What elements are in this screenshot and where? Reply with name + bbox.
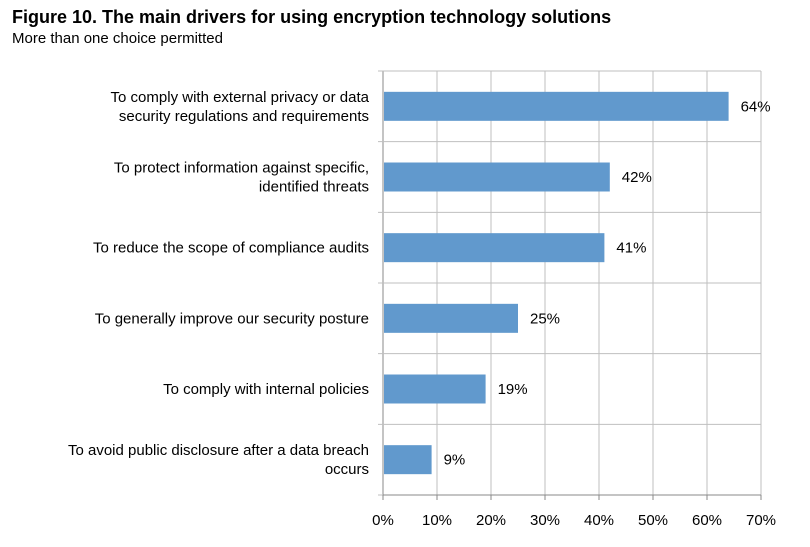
gridlines (378, 70, 762, 496)
x-tick-label: 70% (746, 512, 776, 529)
x-tick-label: 0% (372, 512, 394, 529)
value-labels: 64% 42% 41% 25% 19% 9% (444, 98, 771, 468)
bar (384, 233, 605, 263)
x-tick-label: 50% (638, 512, 668, 529)
category-labels: To comply with external privacy or data s… (68, 89, 370, 478)
x-tick-label: 40% (584, 512, 614, 529)
category-label: To comply with internal policies (163, 381, 369, 398)
category-label: To generally improve our security postur… (95, 310, 369, 327)
data-label: 41% (616, 240, 646, 257)
category-label: To comply with external privacy or data (111, 89, 370, 106)
data-label: 25% (530, 310, 560, 327)
bar (384, 162, 610, 192)
x-tick-label: 20% (476, 512, 506, 529)
bar (384, 374, 486, 404)
category-label: To protect information against specific, (114, 160, 369, 177)
bar (384, 91, 729, 121)
data-label: 42% (622, 169, 652, 186)
chart-subtitle: More than one choice permitted (12, 30, 223, 47)
x-tick-label: 30% (530, 512, 560, 529)
bars (384, 91, 729, 475)
data-label: 64% (741, 98, 771, 115)
bar (384, 445, 432, 475)
category-label: security regulations and requirements (119, 108, 369, 125)
x-tick-label: 10% (422, 512, 452, 529)
category-label: To reduce the scope of compliance audits (93, 240, 369, 257)
category-label: occurs (325, 461, 369, 478)
x-axis-ticks: 0% 10% 20% 30% 40% 50% 60% 70% (372, 495, 776, 529)
data-label: 9% (444, 452, 466, 469)
category-label: identified threats (259, 179, 369, 196)
data-label: 19% (498, 381, 528, 398)
x-tick-label: 60% (692, 512, 722, 529)
category-label: To avoid public disclosure after a data … (68, 442, 369, 459)
bar (384, 303, 518, 333)
chart-title: Figure 10. The main drivers for using en… (12, 7, 612, 27)
